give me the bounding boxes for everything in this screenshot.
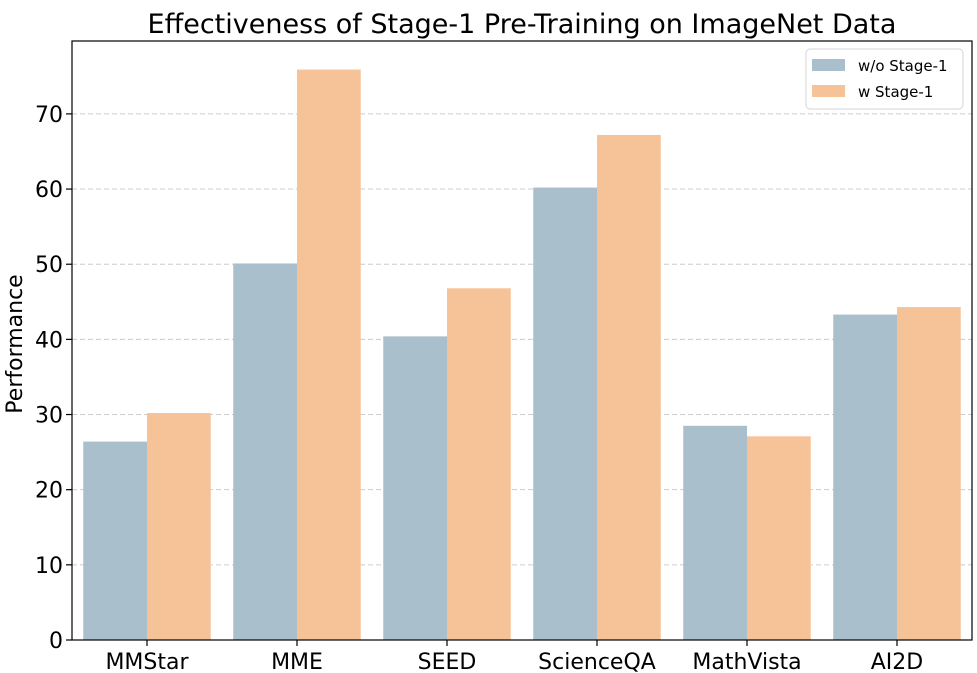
legend-swatch xyxy=(812,59,845,71)
x-tick-label: MathVista xyxy=(692,650,801,673)
y-tick-label: 50 xyxy=(35,253,63,278)
y-tick-label: 20 xyxy=(35,479,63,504)
legend-swatch xyxy=(812,85,845,97)
x-tick-label: ScienceQA xyxy=(538,650,656,673)
y-tick-label: 0 xyxy=(49,629,63,654)
axes xyxy=(71,40,973,641)
bar-w-stage1-ai2d xyxy=(897,307,961,640)
bar-w-stage1-mme xyxy=(297,69,361,641)
chart-title: Effectiveness of Stage-1 Pre-Training on… xyxy=(148,9,897,40)
legend: w/o Stage-1 w Stage-1 xyxy=(805,48,964,110)
grid-lines xyxy=(72,113,972,566)
bar-wo-stage1-mme xyxy=(233,263,297,640)
bar-w-stage1-scienceqa xyxy=(597,134,661,640)
x-tick-label: AI2D xyxy=(871,650,923,673)
bar-wo-stage1-scienceqa xyxy=(533,187,597,640)
y-tick-label: 70 xyxy=(35,103,63,128)
legend-label: w Stage-1 xyxy=(858,83,933,101)
x-tick-label: MMStar xyxy=(105,650,189,673)
bar-wo-stage1-mmstar xyxy=(83,441,147,640)
bar-wo-stage1-mathvista xyxy=(683,425,747,640)
y-tick-label: 40 xyxy=(35,328,63,353)
x-tick-label: SEED xyxy=(418,650,477,673)
y-tick-label: 60 xyxy=(35,178,63,203)
bar-w-stage1-mmstar xyxy=(147,413,211,640)
legend-box xyxy=(805,48,964,110)
y-axis-ticks: 0 10 20 30 40 50 60 70 xyxy=(35,103,72,654)
x-axis-ticks: MMStar MME SEED ScienceQA MathVista AI2D xyxy=(105,640,923,673)
bar-w-stage1-mathvista xyxy=(747,436,811,640)
legend-label: w/o Stage-1 xyxy=(858,57,948,75)
bar-wo-stage1-seed xyxy=(383,336,447,640)
y-axis-label: Performance xyxy=(3,274,28,413)
bars xyxy=(83,69,961,641)
bar-wo-stage1-ai2d xyxy=(833,314,897,640)
bar-w-stage1-seed xyxy=(447,288,511,640)
y-tick-label: 10 xyxy=(35,554,63,579)
x-tick-label: MME xyxy=(271,650,323,673)
y-tick-label: 30 xyxy=(35,404,63,429)
plot-frame xyxy=(71,40,973,641)
